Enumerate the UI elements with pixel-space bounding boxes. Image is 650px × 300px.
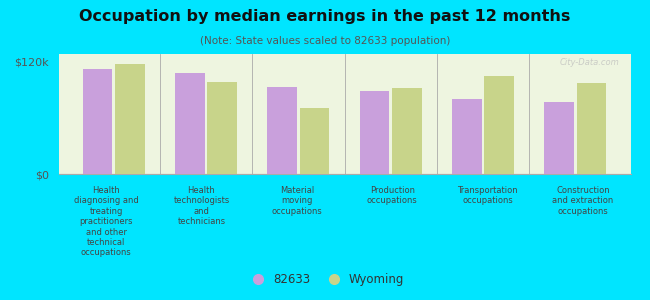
Bar [392,88,422,174]
Legend: 82633, Wyoming: 82633, Wyoming [241,269,409,291]
Bar [267,87,297,174]
Bar [484,76,514,174]
Text: City-Data.com: City-Data.com [559,58,619,67]
Text: Material
moving
occupations: Material moving occupations [272,186,322,216]
Bar [207,82,237,174]
Bar [83,69,112,174]
Text: Transportation
occupations: Transportation occupations [457,186,518,206]
Text: Health
diagnosing and
treating
practitioners
and other
technical
occupations: Health diagnosing and treating practitio… [74,186,138,257]
Text: Construction
and extraction
occupations: Construction and extraction occupations [552,186,614,216]
Text: Health
technologists
and
technicians: Health technologists and technicians [174,186,229,226]
Bar [577,83,606,174]
Bar [115,64,145,174]
Bar [452,99,482,174]
Text: (Note: State values scaled to 82633 population): (Note: State values scaled to 82633 popu… [200,36,450,46]
Text: Occupation by median earnings in the past 12 months: Occupation by median earnings in the pas… [79,9,571,24]
Bar [176,73,205,174]
Bar [544,102,574,174]
Bar [359,92,389,174]
Bar [300,108,330,174]
Text: Production
occupations: Production occupations [367,186,417,206]
